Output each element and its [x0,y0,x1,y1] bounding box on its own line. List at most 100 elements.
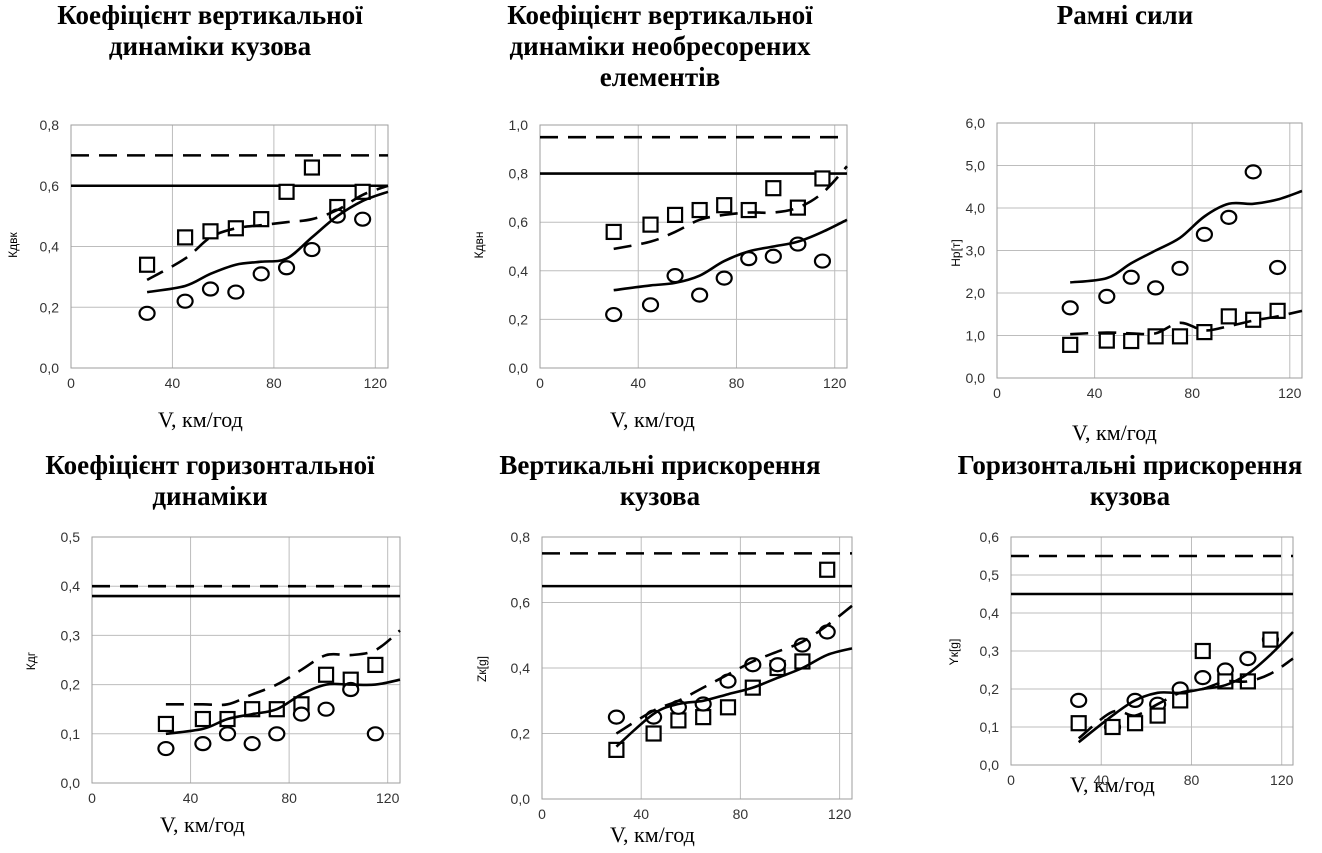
data-point-square [1171,328,1189,345]
data-point-square [645,725,662,742]
x-axis-label: V, км/год [610,822,695,847]
y-tick-label: 0,6 [511,595,531,611]
data-point-square [789,199,806,216]
data-point-square [317,666,335,683]
series-line-dashed [613,165,848,251]
y-axis-label: Кдвк [6,231,20,257]
data-point-square [719,699,737,716]
y-tick-label: 0,6 [40,178,60,194]
chart-title: Горизонтальні прискорення кузова [957,450,1303,511]
y-tick-label: 1,0 [966,328,986,344]
y-tick-label: 0,8 [509,166,529,182]
data-point-square [814,170,831,187]
series-line-solid [146,190,389,294]
data-point-square [278,183,295,200]
x-tick-label: 0 [538,806,546,822]
data-point-circle [252,266,270,282]
series-line-solid [1070,189,1303,284]
y-tick-label: 0,2 [511,726,531,742]
data-point-circle [176,293,194,309]
data-point-circle [157,740,175,757]
data-point-circle [292,706,311,722]
plot-border [1010,536,1294,766]
y-tick-label: 0,5 [980,567,1000,583]
x-tick-label: 120 [364,375,388,391]
plot-border [996,122,1303,379]
data-point-square [1245,311,1262,328]
data-point-square [605,223,622,241]
data-point-square [716,197,733,214]
data-point-circle [1195,226,1214,242]
data-point-circle [813,253,832,269]
data-point-circle [1122,269,1140,285]
data-point-square [177,229,194,246]
y-tick-label: 0,8 [511,529,531,545]
data-point-square [666,206,684,224]
data-point-circle [607,709,626,725]
data-point-circle [194,736,212,752]
data-point-circle [1220,209,1238,225]
data-point-circle [1098,288,1116,304]
y-tick-label: 0,1 [61,726,81,742]
data-point-square [642,216,659,233]
x-tick-label: 0 [993,385,1001,401]
x-tick-label: 80 [1184,385,1200,401]
data-point-square [1149,707,1166,724]
x-tick-label: 40 [165,375,181,391]
y-tick-label: 0,0 [509,360,529,376]
y-tick-label: 0,0 [40,360,60,376]
data-point-circle [1070,692,1088,709]
x-tick-label: 120 [1278,385,1302,401]
data-point-circle [227,284,245,300]
x-tick-label: 120 [376,790,400,806]
y-tick-label: 0,1 [980,719,1000,735]
plot-border [541,536,853,800]
plot-border [539,124,848,369]
data-point-square [1062,336,1079,353]
data-point-circle [268,726,286,742]
data-point-square [1126,715,1144,732]
y-tick-label: 0,0 [980,757,1000,773]
data-point-circle [1171,260,1189,276]
x-tick-label: 80 [266,375,282,391]
x-tick-label: 40 [630,375,646,391]
x-tick-label: 0 [1007,772,1015,788]
y-tick-label: 0,4 [980,605,1000,621]
data-point-circle [1239,650,1257,667]
data-point-square [303,159,321,176]
y-tick-label: 0,6 [980,529,1000,545]
chart-title: Рамні сили [1056,0,1194,30]
data-point-circle [138,305,156,321]
y-tick-label: 0,5 [61,529,81,545]
series-line-dashed [1070,309,1303,336]
data-point-square [227,220,244,237]
y-tick-label: 5,0 [966,158,986,174]
y-tick-label: 0,8 [40,117,60,133]
data-point-square [1262,631,1279,648]
x-tick-label: 80 [281,790,297,806]
y-tick-label: 0,4 [40,239,60,255]
x-tick-label: 40 [1087,385,1103,401]
y-tick-label: 0,6 [509,214,529,230]
data-point-square [1070,715,1087,732]
series-line-solid [613,218,848,292]
data-point-circle [1146,280,1165,296]
x-axis-label: V, км/год [160,812,245,837]
y-tick-label: 0,2 [40,299,60,315]
y-tick-label: 0,0 [511,791,531,807]
data-point-square [608,741,625,758]
data-point-square [1269,302,1286,319]
chart-title: Коефіцієнт вертикальної динаміки кузова [57,0,363,61]
data-point-square [819,561,836,578]
y-tick-label: 0,4 [509,263,529,279]
series-line-solid [615,647,853,748]
y-tick-label: 3,0 [966,243,986,259]
data-point-square [1172,692,1189,709]
data-point-square [1196,324,1213,341]
y-axis-label: Yк[g] [947,639,961,666]
data-point-circle [243,736,261,752]
